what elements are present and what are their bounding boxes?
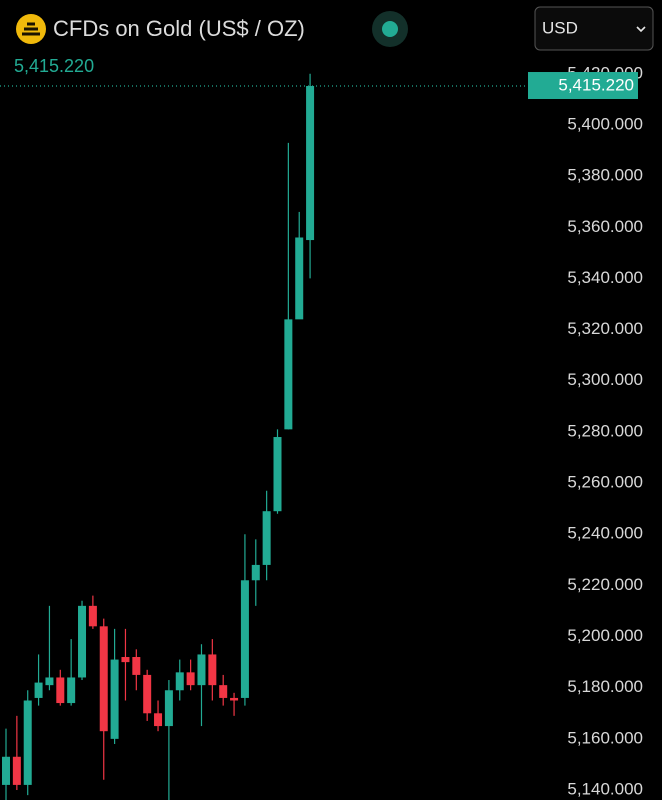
- candle-body: [45, 677, 54, 686]
- chart-title: CFDs on Gold (US$ / OZ): [53, 16, 305, 41]
- candle-body: [154, 713, 163, 727]
- y-tick-label: 5,260.000: [567, 473, 643, 492]
- candle-body: [2, 756, 10, 785]
- candle-body: [295, 237, 304, 320]
- y-tick-label: 5,140.000: [567, 780, 643, 799]
- candle-body: [88, 605, 97, 627]
- candle-body: [230, 697, 239, 701]
- candle-body: [99, 626, 108, 732]
- candle-body: [208, 654, 217, 686]
- candle-body: [186, 672, 195, 686]
- currency-label: USD: [542, 18, 578, 37]
- candle-body: [175, 672, 184, 691]
- y-tick-label: 5,220.000: [567, 575, 643, 594]
- candle-body: [110, 659, 119, 739]
- y-tick-label: 5,320.000: [567, 319, 643, 338]
- y-tick-label: 5,280.000: [567, 421, 643, 440]
- candle-body: [219, 685, 228, 698]
- candle-body: [34, 682, 43, 698]
- y-tick-label: 5,340.000: [567, 268, 643, 287]
- candle-body: [12, 756, 21, 785]
- candle-body: [78, 605, 87, 678]
- candle-body: [262, 511, 271, 565]
- currency-dropdown[interactable]: [534, 6, 654, 51]
- candle-body: [143, 674, 152, 714]
- candle-body: [273, 437, 282, 512]
- candle-body: [23, 700, 32, 785]
- candle-body: [164, 690, 173, 727]
- last-price-box-label: 5,415.220: [558, 76, 634, 95]
- y-tick-label: 5,400.000: [567, 114, 643, 133]
- last-price-box: [528, 72, 638, 100]
- candle-body: [121, 657, 130, 663]
- y-tick-label: 5,160.000: [567, 728, 643, 747]
- status-dot: [382, 21, 398, 37]
- gold-icon-bars: [22, 22, 40, 36]
- candle-body: [240, 580, 249, 698]
- y-tick-label: 5,180.000: [567, 677, 643, 696]
- last-price: 5,415.220: [14, 56, 94, 76]
- candle-body: [306, 86, 315, 241]
- y-tick-label: 5,200.000: [567, 626, 643, 645]
- y-tick-label: 5,300.000: [567, 370, 643, 389]
- candle-body: [251, 564, 260, 581]
- candle-body: [56, 677, 65, 704]
- candle-body: [67, 677, 76, 704]
- y-tick-label: 5,240.000: [567, 524, 643, 543]
- candle-body: [197, 654, 206, 686]
- y-tick-label: 5,360.000: [567, 217, 643, 236]
- dropdown-chevron: [636, 26, 646, 33]
- y-tick-label: 5,380.000: [567, 166, 643, 185]
- candle-body: [284, 319, 293, 430]
- candle-body: [132, 657, 141, 675]
